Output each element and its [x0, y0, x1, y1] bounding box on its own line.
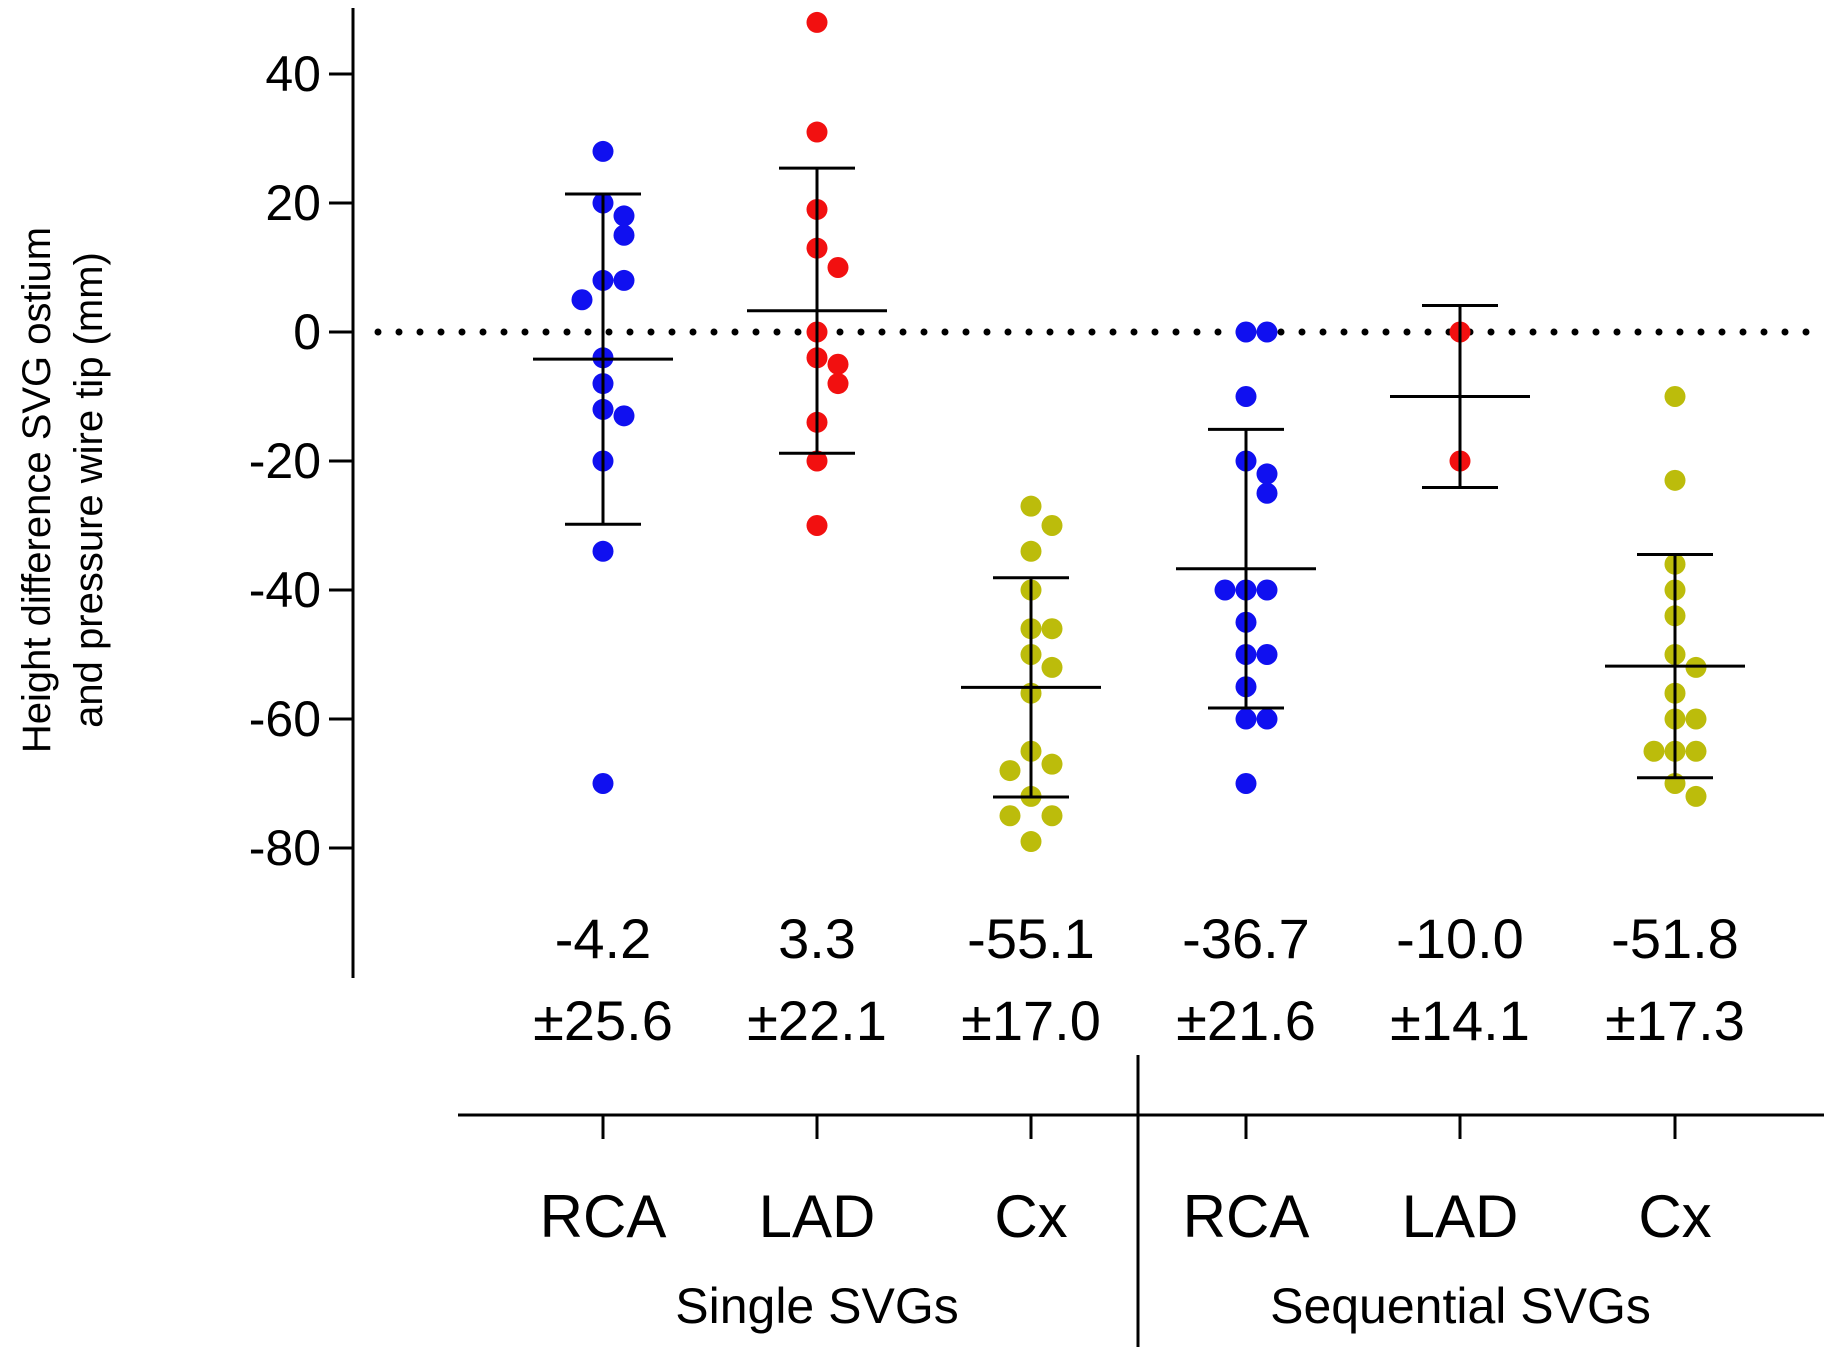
data-point: [613, 269, 635, 291]
data-point: [613, 405, 635, 427]
data-point: [1041, 618, 1063, 640]
data-point: [827, 353, 849, 375]
category-label: Cx: [1638, 1183, 1711, 1250]
data-point: [806, 450, 828, 472]
sd-value-label: ±14.1: [1390, 989, 1530, 1052]
data-point: [1256, 644, 1278, 665]
data-point: [1020, 831, 1042, 853]
data-point: [613, 224, 635, 246]
sd-value-label: ±22.1: [747, 989, 887, 1052]
data-point: [806, 515, 828, 536]
y-axis-label-line-2: and pressure wire tip (mm): [67, 252, 111, 728]
data-point: [1685, 708, 1707, 730]
data-point: [806, 121, 828, 143]
y-tick-label: -40: [249, 562, 321, 618]
sd-value-label: ±25.6: [533, 989, 673, 1052]
group-label: Single SVGs: [675, 1278, 958, 1334]
data-point: [592, 140, 614, 162]
mean-value-label: -36.7: [1182, 907, 1310, 970]
data-point: [1664, 386, 1686, 407]
data-point: [1041, 515, 1063, 536]
axes: 40 20 0 -20 -40 -60 -80: [249, 8, 1824, 1347]
category-label: RCA: [1183, 1183, 1310, 1250]
sd-value-label: ±21.6: [1176, 989, 1316, 1052]
labels: RCA -4.2 ±25.6 LAD 3.3 ±22.1 Cx -55.1 ±17.0 Singl…: [533, 907, 1745, 1334]
category-label: RCA: [540, 1183, 667, 1250]
data-point: [1685, 740, 1707, 762]
data-point: [1235, 773, 1257, 794]
data-point: [1041, 656, 1063, 678]
mean-value-label: 3.3: [778, 907, 856, 970]
category-label: LAD: [1402, 1183, 1519, 1250]
mean-sd-bars: [533, 166, 1745, 799]
data-point: [1020, 495, 1042, 517]
data-point: [1256, 463, 1278, 485]
data-point: [1256, 482, 1278, 504]
data-point: [1214, 579, 1236, 601]
data-point: [999, 805, 1021, 827]
data-point: [1256, 321, 1278, 343]
y-tick-label: 40: [265, 46, 321, 102]
data-point: [1020, 540, 1042, 562]
data-point: [1041, 753, 1063, 775]
data-point: [592, 773, 614, 794]
category-label: LAD: [759, 1183, 876, 1250]
data-point: [1041, 805, 1063, 827]
sd-value-label: ±17.3: [1605, 989, 1745, 1052]
group-label: Sequential SVGs: [1270, 1278, 1651, 1334]
mean-value-label: -4.2: [555, 907, 652, 970]
data-point: [592, 540, 614, 562]
mean-value-label: -55.1: [967, 907, 1095, 970]
data-point: [571, 289, 593, 311]
sd-value-label: ±17.0: [961, 989, 1101, 1052]
data-point: [1256, 708, 1278, 730]
data-point: [827, 373, 849, 395]
data-point: [1685, 785, 1707, 807]
data-point: [1256, 579, 1278, 601]
data-point: [1235, 386, 1257, 407]
y-axis-label-line-1: Height difference SVG ostium: [15, 227, 59, 753]
data-point: [806, 11, 828, 33]
y-tick-label: -60: [249, 691, 321, 747]
data-point: [1235, 708, 1257, 730]
data-point: [1664, 469, 1686, 491]
data-point: [613, 205, 635, 227]
mean-value-label: -10.0: [1396, 907, 1524, 970]
y-tick-label: -80: [249, 820, 321, 876]
y-tick-label: 0: [293, 304, 321, 360]
data-points: [571, 11, 1707, 853]
data-point: [1235, 321, 1257, 343]
category-label: Cx: [994, 1183, 1067, 1250]
y-tick-label: 20: [265, 175, 321, 231]
y-tick-label: -20: [249, 433, 321, 489]
data-point: [827, 257, 849, 278]
mean-value-label: -51.8: [1611, 907, 1739, 970]
data-point: [1643, 740, 1665, 762]
data-point: [999, 760, 1021, 782]
